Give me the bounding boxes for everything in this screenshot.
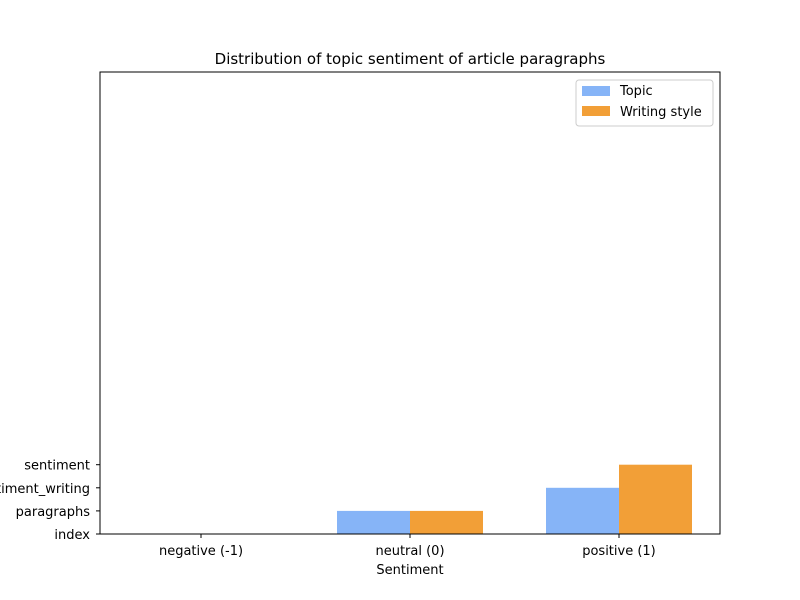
legend-label-writing-style: Writing style: [620, 105, 702, 120]
x-tick-label: negative (-1): [159, 544, 243, 559]
bar-writing-style-2: [619, 464, 692, 534]
chart-title: Distribution of topic sentiment of artic…: [215, 50, 606, 68]
legend-swatch-topic: [582, 86, 610, 96]
bar-topic-2: [546, 487, 619, 534]
bar-topic-1: [337, 510, 410, 534]
y-tick-label: sentiment: [24, 459, 90, 474]
legend: Topic Writing style: [575, 79, 714, 127]
bar-writing-style-1: [410, 510, 483, 534]
x-tick-label: positive (1): [582, 544, 656, 559]
y-tick-label: index: [54, 528, 90, 543]
legend-swatch-writing-style: [582, 106, 610, 116]
legend-frame: [575, 79, 714, 127]
x-tick-label: neutral (0): [375, 544, 444, 559]
y-tick-label: sentiment_writing: [0, 482, 90, 497]
legend-label-topic: Topic: [619, 84, 653, 99]
x-axis-label: Sentiment: [376, 563, 443, 578]
y-axis-ticks: index paragraphs sentiment_writing sentimen…: [0, 459, 100, 543]
bars-group: [337, 464, 692, 534]
y-tick-label: paragraphs: [16, 505, 91, 520]
x-axis-ticks: negative (-1) neutral (0) positive (1): [159, 534, 656, 559]
